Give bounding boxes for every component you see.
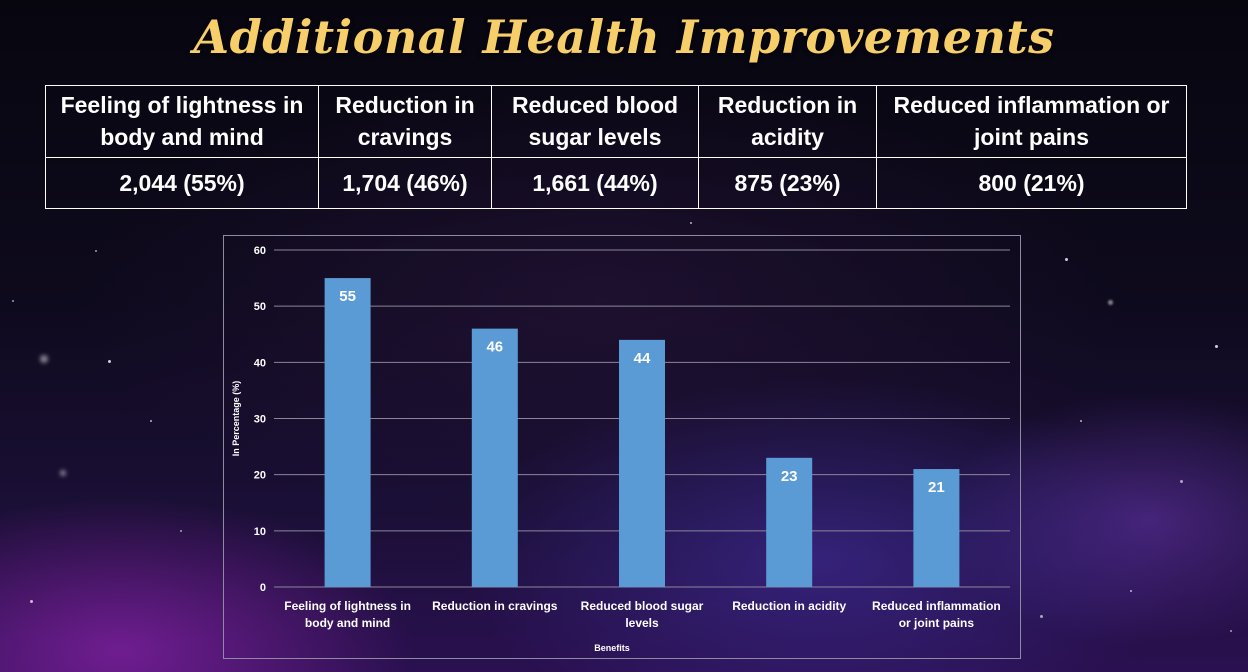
table-value-cell: 1,704 (46%) (318, 156, 492, 210)
bar (913, 469, 960, 587)
y-tick-label: 60 (254, 245, 266, 257)
table-value-cell: 1,661 (44%) (491, 156, 699, 210)
bar-data-label: 23 (781, 468, 798, 485)
y-tick-label: 50 (254, 301, 266, 313)
y-tick-label: 40 (254, 357, 266, 369)
bar-data-label: 44 (634, 350, 651, 367)
x-tick-label: Reduction in acidity (732, 599, 846, 613)
x-tick-label: levels (625, 616, 659, 630)
bar-data-label: 46 (486, 339, 503, 356)
bar (324, 278, 371, 587)
x-tick-label: body and mind (305, 616, 390, 630)
y-tick-label: 20 (254, 470, 266, 482)
page-title: Additional Health Improvements (193, 10, 1055, 64)
x-tick-label: or joint pains (899, 616, 975, 630)
y-tick-label: 0 (260, 582, 266, 594)
x-tick-label: Reduction in cravings (432, 599, 558, 613)
table-value-cell: 875 (23%) (698, 156, 877, 210)
bar-chart: 0 10 20 30 40 50 60 55 Feeling of lightness in bo… (231, 245, 1010, 653)
table-header-row: Feeling of lightness in body and mind Re… (45, 85, 1187, 158)
y-tick-label: 10 (254, 526, 266, 538)
y-axis-title: In Percentage (%) (231, 381, 241, 457)
table-header-cell: Reduction in cravings (318, 85, 492, 158)
table-header-cell: Feeling of lightness in body and mind (45, 85, 319, 158)
summary-table: Feeling of lightness in body and mind Re… (45, 85, 1187, 210)
bar (766, 457, 813, 587)
x-tick-label: Feeling of lightness in (284, 599, 411, 613)
table-value-row: 2,044 (55%) 1,704 (46%) 1,661 (44%) 875 … (45, 156, 1187, 210)
table-header-cell: Reduction in acidity (698, 85, 877, 158)
x-axis-title: Benefits (594, 643, 630, 653)
bar-chart-frame: 0 10 20 30 40 50 60 55 Feeling of lightness in bo… (223, 235, 1021, 659)
x-tick-label: Reduced inflammation (872, 599, 1001, 613)
table-value-cell: 2,044 (55%) (45, 156, 319, 210)
y-tick-label: 30 (254, 414, 266, 426)
bar (619, 339, 665, 587)
bar-data-label: 55 (339, 288, 356, 305)
table-header-cell: Reduced inflammation or joint pains (876, 85, 1187, 158)
bar-data-label: 21 (928, 479, 945, 496)
x-tick-label: Reduced blood sugar (581, 599, 704, 613)
table-value-cell: 800 (21%) (876, 156, 1187, 210)
bar (471, 328, 518, 587)
table-header-cell: Reduced blood sugar levels (491, 85, 699, 158)
